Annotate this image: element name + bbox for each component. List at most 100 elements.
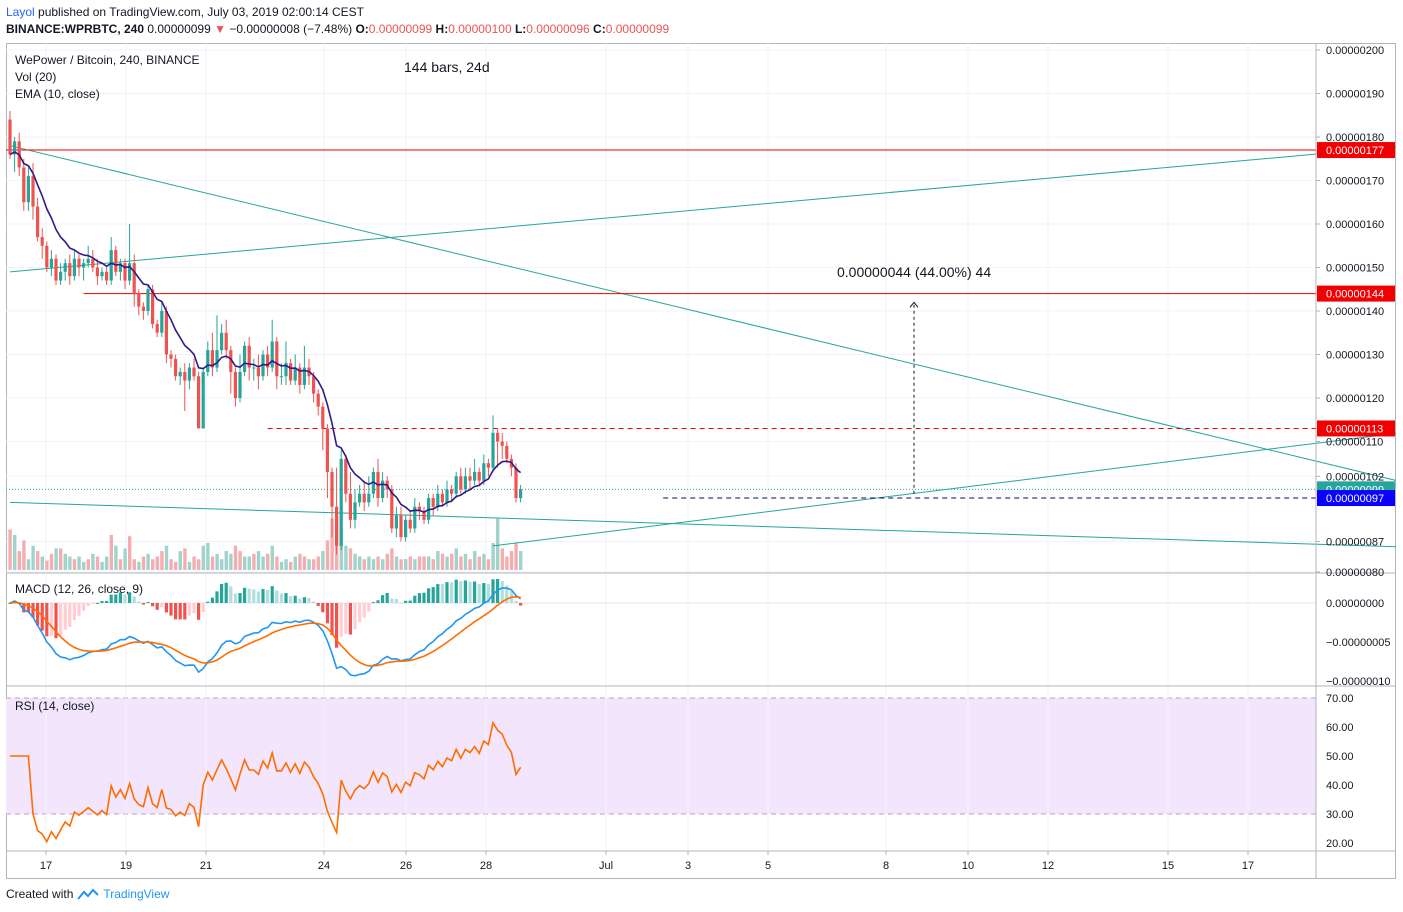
volume-bar (307, 559, 311, 570)
publish-info: published on TradingView.com, July 03, 2… (34, 5, 365, 19)
tradingview-brand[interactable]: TradingView (103, 887, 170, 901)
volume-bar (229, 553, 233, 570)
candle-body (256, 367, 260, 377)
macd-histogram-bar (220, 583, 224, 603)
candle-body (197, 376, 201, 429)
macd-histogram-bar (339, 603, 343, 637)
close-value: 0.00000099 (605, 22, 670, 36)
rsi-tick-label: 50.00 (1326, 751, 1354, 763)
open-value: 0.00000099 (368, 22, 433, 36)
candle-body (132, 263, 136, 294)
volume-bars (8, 516, 523, 570)
macd-histogram-bar (293, 595, 297, 603)
rsi-axis[interactable]: 70.00 60.00 50.00 40.00 30.00 20.00 (1326, 693, 1354, 850)
candle-body (201, 371, 205, 429)
candle-body (486, 463, 490, 468)
candle-body (59, 271, 63, 281)
low-value: 0.00000096 (526, 22, 590, 36)
candle-body (468, 476, 472, 481)
macd-histogram-bar (8, 603, 12, 604)
macd-histogram-bar (206, 601, 210, 603)
horizontal-levels[interactable] (6, 149, 1316, 499)
macd-histogram-bar (151, 603, 155, 607)
time-tick-label: 17 (1242, 860, 1254, 872)
high-label: H: (435, 22, 449, 36)
volume-bar (408, 556, 412, 570)
rsi-legend: RSI (14, close) (15, 699, 94, 713)
volume-bar (63, 553, 67, 570)
macd-histogram-bar (413, 595, 417, 603)
volume-bar (316, 556, 320, 570)
volume-bar (440, 553, 445, 570)
volume-bar (312, 559, 316, 570)
price-axis[interactable]: 0.00000200 0.00000190 0.00000180 0.00000170… (1316, 45, 1395, 579)
candle-body (413, 506, 417, 529)
candle-body (174, 358, 178, 377)
macd-histogram-bar (312, 601, 316, 603)
volume-bar (40, 556, 44, 570)
volume-bar (256, 551, 261, 570)
volume-bar (169, 559, 173, 570)
macd-histogram-bar (155, 603, 159, 610)
open-label: O: (355, 22, 369, 36)
volume-bar (252, 553, 256, 570)
macd-histogram-bar (45, 603, 49, 637)
macd-histogram-bar (233, 593, 237, 603)
volume-bar (114, 545, 118, 570)
macd-histogram-bar (358, 603, 362, 623)
volume-bar (91, 553, 95, 570)
macd-histogram-bar (500, 580, 504, 603)
rsi-tick-label: 20.00 (1326, 838, 1354, 850)
candle-body (155, 324, 159, 333)
macd-histogram-bar (459, 581, 463, 603)
macd-histogram-bar (243, 587, 247, 603)
macd-axis[interactable]: 0.00000000 −0.00000005 −0.00000010 (1326, 598, 1391, 688)
volume-bar (358, 556, 362, 570)
macd-histogram-bar (68, 603, 72, 627)
trendlines[interactable] (9, 137, 1403, 550)
candle-body (72, 258, 76, 277)
candle-body (408, 519, 412, 529)
volume-bar (215, 553, 219, 570)
time-axis[interactable]: 17 19 21 24 26 28 Jul 3 5 8 10 12 15 17 (40, 851, 1254, 872)
price-range-measure[interactable] (909, 301, 919, 494)
chart-grid (6, 43, 1316, 851)
candle-body (436, 493, 440, 507)
macd-histogram-bar (473, 581, 477, 603)
macd-histogram-bar (72, 603, 76, 620)
volume-bar (118, 559, 123, 570)
volume-bar (82, 561, 86, 570)
macd-histogram-bar (252, 589, 256, 603)
macd-histogram-bar (118, 592, 122, 603)
chart-frame[interactable]: WePower / Bitcoin, 240, BINANCE Vol (20)… (6, 43, 1403, 879)
price-tag (1317, 490, 1395, 507)
ema-legend: EMA (10, close) (15, 87, 100, 101)
macd-histogram-bar (63, 603, 67, 630)
volume-bar (178, 551, 182, 570)
price-tick-label: 0.00000087 (1326, 537, 1384, 549)
candle-body (445, 489, 449, 503)
volume-bar (36, 551, 40, 570)
macd-tick-label: −0.00000010 (1326, 676, 1391, 688)
volume-bar (344, 545, 348, 570)
bars-range-label: 144 bars, 24d (404, 59, 490, 75)
macd-histogram-bar (302, 597, 306, 603)
time-tick-label: 10 (962, 860, 974, 872)
publish-header: Layol published on TradingView.com, July… (6, 4, 669, 38)
time-tick-label: 24 (318, 860, 330, 872)
macd-histogram-bar (22, 603, 26, 613)
time-tick-label: 12 (1042, 860, 1054, 872)
volume-bar (491, 543, 495, 570)
volume-bar (321, 551, 325, 570)
macd-histogram-bar (105, 600, 109, 603)
price-tag (1317, 420, 1395, 437)
chart-svg[interactable]: WePower / Bitcoin, 240, BINANCE Vol (20)… (6, 43, 1403, 879)
volume-bar (473, 551, 477, 570)
volume-bar (49, 553, 54, 570)
macd-histogram-bar (164, 603, 168, 613)
author-link[interactable]: Layol (6, 5, 35, 19)
candle-body (275, 341, 279, 377)
volume-bar (77, 556, 81, 570)
volume-bar (132, 559, 136, 570)
volume-bar (26, 559, 31, 570)
